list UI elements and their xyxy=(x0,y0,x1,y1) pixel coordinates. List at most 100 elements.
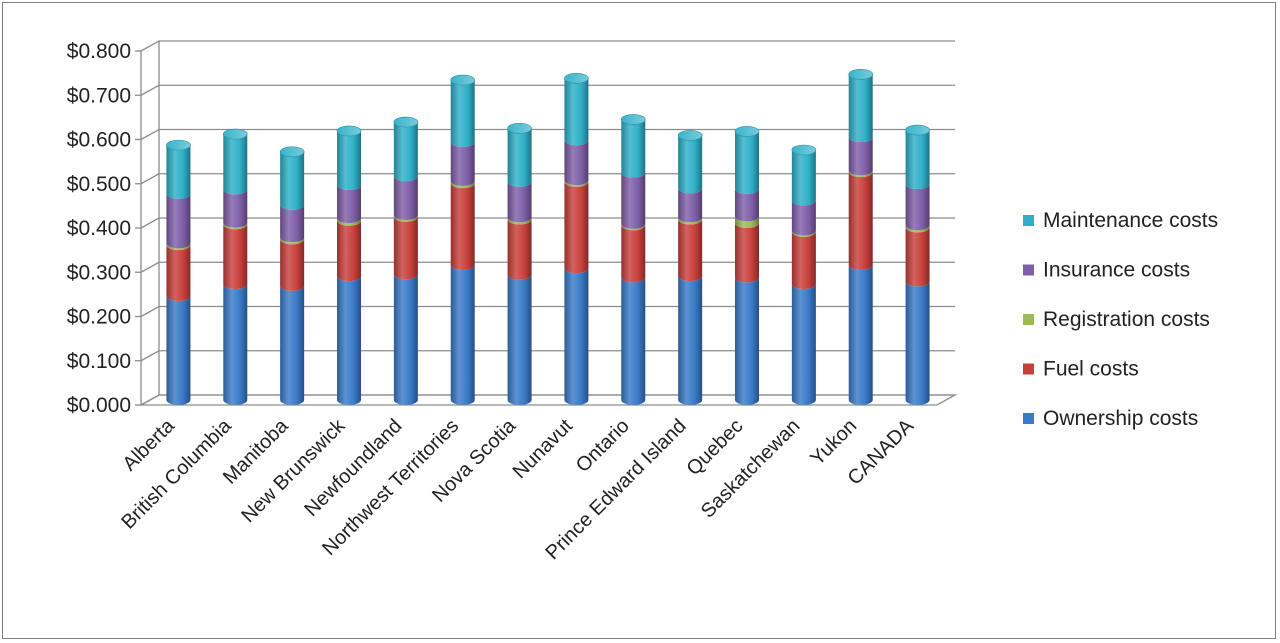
bar-segment-fuel-costs-saskatchewan xyxy=(791,231,816,290)
bar-segment-maintenance-costs-prince-edward-island xyxy=(678,135,703,194)
bar-segment-ownership-costs-manitoba xyxy=(280,285,305,405)
bar-group-nova-scotia xyxy=(507,123,532,405)
bar-segment-maintenance-costs-ontario xyxy=(621,119,646,178)
bar-segment-maintenance-costs-saskatchewan xyxy=(791,149,816,206)
bar-segment-insurance-costs-prince-edward-island xyxy=(678,188,703,223)
bar-segment-insurance-costs-alberta xyxy=(166,193,191,249)
bar-segment-maintenance-costs-alberta xyxy=(166,145,191,199)
gridlines xyxy=(135,40,955,406)
legend: Maintenance costs Insurance costs Registra… xyxy=(1023,209,1218,430)
y-tick-label: $0.700 xyxy=(67,84,131,107)
legend-swatch xyxy=(1023,363,1034,375)
bar-segment-fuel-costs-british-columbia xyxy=(223,224,248,290)
bar-segment-insurance-costs-northwest-territories xyxy=(450,142,475,186)
bar-segment-registration-costs-british-columbia xyxy=(223,222,248,230)
bar-segment-ownership-costs-quebec xyxy=(735,277,759,405)
bar-segment-ownership-costs-yukon xyxy=(848,265,873,405)
stacked-bar-chart: $0.000 $0.100 $0.200 $0.300 $0.400 $0.500 $0.6… xyxy=(67,40,1218,564)
bar-segment-maintenance-costs-new-brunswick xyxy=(337,130,361,190)
gridline xyxy=(140,40,955,52)
bar-top-cap-yukon xyxy=(848,69,874,80)
legend-label: Fuel costs xyxy=(1043,358,1139,381)
bar-group-canada xyxy=(905,124,930,405)
legend-swatch xyxy=(1023,413,1034,424)
bar-segment-ownership-costs-new-brunswick xyxy=(337,276,361,405)
bar-segment-ownership-costs-newfoundland xyxy=(393,274,418,405)
bar-top-cap-saskatchewan xyxy=(791,144,817,156)
y-tick-label: $0.800 xyxy=(67,40,131,63)
bar-segment-maintenance-costs-newfoundland xyxy=(393,122,418,182)
x-category-label: Nunavut xyxy=(509,415,578,484)
bar-segment-fuel-costs-manitoba xyxy=(280,239,305,291)
bar-segment-ownership-costs-nunavut xyxy=(564,268,589,405)
gridline xyxy=(140,128,955,141)
bar-segment-maintenance-costs-quebec xyxy=(735,131,759,194)
bar-segment-maintenance-costs-british-columbia xyxy=(223,134,248,195)
bar-segment-maintenance-costs-nova-scotia xyxy=(507,128,532,187)
bar-segment-registration-costs-manitoba xyxy=(280,237,305,245)
gridline xyxy=(140,84,955,96)
bar-top-cap-nunavut xyxy=(564,73,589,84)
x-category-label: Saskatchewan xyxy=(697,415,805,523)
bar-segment-insurance-costs-nunavut xyxy=(564,140,589,186)
bar-segment-ownership-costs-prince-edward-island xyxy=(678,276,703,405)
bar-top-cap-quebec xyxy=(734,126,760,137)
bar-segment-fuel-costs-canada xyxy=(905,227,930,287)
bar-segment-registration-costs-northwest-territories xyxy=(450,180,475,189)
bar-group-yukon xyxy=(848,69,874,405)
bar-group-manitoba xyxy=(279,146,305,405)
bar-segment-ownership-costs-ontario xyxy=(621,277,646,405)
y-tick-label: $0.600 xyxy=(67,129,131,152)
bar-group-newfoundland xyxy=(393,116,419,405)
bar-segment-ownership-costs-saskatchewan xyxy=(791,284,816,405)
y-tick-label: $0.300 xyxy=(67,261,131,284)
bar-segment-fuel-costs-northwest-territories xyxy=(450,183,475,271)
gridline xyxy=(140,261,955,273)
gridline xyxy=(140,350,955,362)
bar-segment-registration-costs-quebec xyxy=(735,216,759,228)
legend-label: Maintenance costs xyxy=(1043,209,1218,232)
bar-segment-fuel-costs-nunavut xyxy=(564,181,589,274)
bar-group-nunavut xyxy=(564,73,589,405)
bar-segment-maintenance-costs-canada xyxy=(905,130,930,190)
bar-segment-registration-costs-yukon xyxy=(848,170,873,178)
bar-segment-insurance-costs-yukon xyxy=(848,137,873,176)
bar-segment-ownership-costs-nova-scotia xyxy=(507,274,532,405)
bar-segment-registration-costs-ontario xyxy=(621,223,646,231)
legend-item-fuel-costs: Fuel costs xyxy=(1023,358,1139,381)
y-tick-label: $0.500 xyxy=(67,173,131,196)
bar-group-ontario xyxy=(620,114,646,405)
bar-segment-insurance-costs-new-brunswick xyxy=(337,184,361,224)
bar-top-cap-canada xyxy=(905,124,930,136)
bar-group-quebec xyxy=(734,126,760,405)
bar-segment-fuel-costs-newfoundland xyxy=(393,216,418,280)
bar-segment-maintenance-costs-yukon xyxy=(848,74,873,143)
legend-item-registration-costs: Registration costs xyxy=(1023,308,1210,331)
bar-segment-insurance-costs-newfoundland xyxy=(393,176,418,221)
gridline xyxy=(140,173,955,185)
bar-segment-maintenance-costs-northwest-territories xyxy=(450,80,475,148)
bar-segment-registration-costs-new-brunswick xyxy=(337,218,361,226)
bar-group-british-columbia xyxy=(222,128,248,405)
y-axis-tick-labels: $0.000 $0.100 $0.200 $0.300 $0.400 $0.500 $0.6… xyxy=(67,40,131,417)
bar-top-cap-alberta xyxy=(166,139,191,151)
legend-label: Registration costs xyxy=(1043,308,1210,331)
legend-swatch xyxy=(1023,314,1034,325)
bar-segment-fuel-costs-prince-edward-island xyxy=(678,219,703,282)
bar-segment-insurance-costs-quebec xyxy=(735,188,759,222)
bar-segment-fuel-costs-nova-scotia xyxy=(507,219,532,280)
y-tick-label: $0.000 xyxy=(67,394,131,417)
legend-item-insurance-costs: Insurance costs xyxy=(1023,259,1190,282)
legend-label: Ownership costs xyxy=(1043,407,1198,430)
legend-item-ownership-costs: Ownership costs xyxy=(1023,407,1198,430)
floor xyxy=(138,394,958,406)
bar-segment-registration-costs-nova-scotia xyxy=(507,217,532,225)
bar-group-northwest-territories xyxy=(450,74,476,405)
bar-group-alberta xyxy=(166,139,191,405)
y-tick-label: $0.400 xyxy=(67,217,131,240)
x-category-label: Yukon xyxy=(806,415,861,470)
bar-top-cap-prince-edward-island xyxy=(677,130,703,141)
bar-top-cap-newfoundland xyxy=(393,116,419,128)
